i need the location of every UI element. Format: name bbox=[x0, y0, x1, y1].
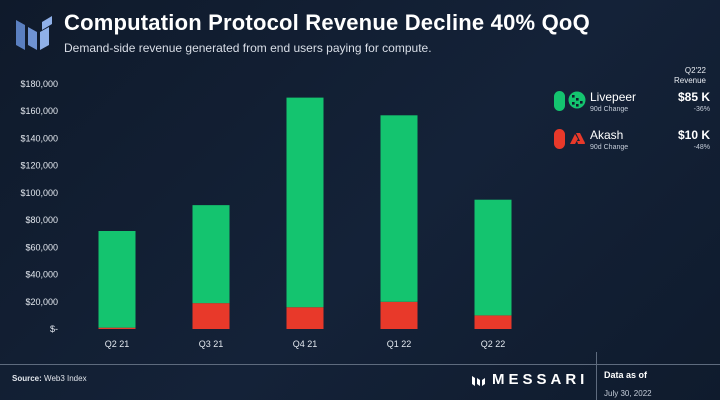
y-tick-label: $40,000 bbox=[25, 270, 58, 280]
legend-name-livepeer: Livepeer bbox=[590, 90, 637, 104]
bar-livepeer-q3-21 bbox=[192, 205, 230, 304]
bar-livepeer-q2-21 bbox=[98, 231, 136, 328]
messari-brand-icon bbox=[472, 376, 485, 386]
footer-vertical-divider bbox=[596, 352, 597, 400]
legend-swatch-akash bbox=[554, 129, 565, 149]
y-tick-label: $120,000 bbox=[20, 161, 58, 171]
y-tick-label: $100,000 bbox=[20, 188, 58, 198]
y-axis: $- $20,000 $40,000 $60,000 $80,000 $100,000 $1… bbox=[20, 79, 58, 334]
legend-change-akash: -48% bbox=[693, 144, 710, 151]
x-tick-label: Q2 22 bbox=[481, 339, 506, 349]
page-title: Computation Protocol Revenue Decline 40%… bbox=[64, 10, 590, 35]
livepeer-icon bbox=[568, 91, 586, 109]
data-as-of-label: Data as of bbox=[604, 370, 648, 380]
bar-livepeer-q2-22 bbox=[474, 199, 512, 316]
x-tick-label: Q1 22 bbox=[387, 339, 412, 349]
legend-sub-akash: 90d Change bbox=[590, 144, 629, 151]
y-tick-label: $- bbox=[50, 324, 58, 334]
legend-item-akash: Akash 90d Change $10 K -48% bbox=[554, 126, 710, 158]
x-axis: Q2 21 Q3 21 Q4 21 Q1 22 Q2 22 bbox=[105, 339, 506, 349]
x-tick-label: Q4 21 bbox=[293, 339, 318, 349]
legend-change-livepeer: -36% bbox=[693, 106, 710, 113]
y-tick-label: $140,000 bbox=[20, 133, 58, 143]
legend-item-livepeer: Livepeer 90d Change $85 K -36% bbox=[554, 88, 710, 120]
bar-livepeer-q4-21 bbox=[286, 97, 324, 308]
legend-value-akash: $10 K bbox=[677, 128, 710, 142]
y-tick-label: $60,000 bbox=[25, 242, 58, 252]
legend-name-akash: Akash bbox=[590, 128, 624, 142]
data-date: July 30, 2022 bbox=[604, 389, 652, 398]
source-label: Source: bbox=[12, 374, 42, 383]
bar-akash-q2-22 bbox=[474, 315, 512, 329]
bar-akash-q3-21 bbox=[192, 303, 230, 329]
bar-akash-q4-21 bbox=[286, 307, 324, 329]
y-tick-label: $80,000 bbox=[25, 215, 58, 225]
x-tick-label: Q3 21 bbox=[199, 339, 224, 349]
source-note: Source: Web3 Index bbox=[12, 374, 87, 383]
legend-header-metric: Revenue bbox=[673, 76, 706, 85]
legend-header-period: Q2'22 bbox=[684, 66, 706, 75]
footer-divider bbox=[0, 364, 720, 365]
legend-header: Q2'22 Revenue bbox=[674, 66, 706, 86]
y-tick-label: $160,000 bbox=[20, 106, 58, 116]
source-value: Web3 Index bbox=[44, 374, 87, 383]
bar-akash-q1-22 bbox=[380, 301, 418, 329]
legend-sub-livepeer: 90d Change bbox=[590, 106, 629, 113]
y-tick-label: $180,000 bbox=[20, 79, 58, 89]
akash-icon bbox=[570, 133, 585, 144]
y-tick-label: $20,000 bbox=[25, 297, 58, 307]
brand-wordmark: MESSARI bbox=[492, 371, 589, 388]
x-tick-label: Q2 21 bbox=[105, 339, 130, 349]
legend-swatch-livepeer bbox=[554, 91, 565, 111]
bar-akash-q2-21 bbox=[98, 327, 136, 329]
bars-group bbox=[98, 97, 512, 329]
page-subtitle: Demand-side revenue generated from end u… bbox=[64, 41, 432, 55]
legend-value-livepeer: $85 K bbox=[677, 90, 710, 104]
bar-livepeer-q1-22 bbox=[380, 115, 418, 302]
messari-logo-icon bbox=[16, 16, 52, 50]
